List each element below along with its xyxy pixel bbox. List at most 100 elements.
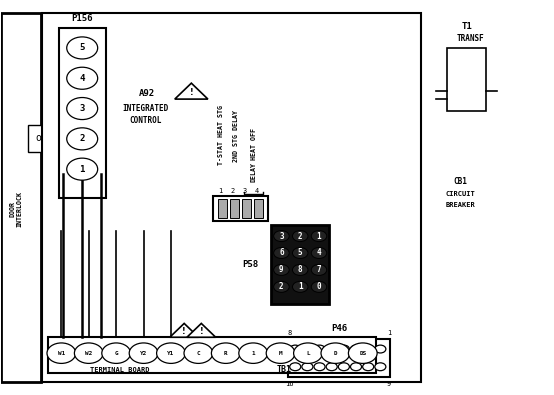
Circle shape bbox=[326, 363, 337, 371]
Text: C: C bbox=[197, 351, 200, 356]
Circle shape bbox=[66, 67, 98, 89]
Text: INTEGRATED: INTEGRATED bbox=[122, 104, 168, 113]
Text: o: o bbox=[35, 134, 41, 143]
Circle shape bbox=[311, 281, 327, 292]
Text: DOOR
INTERLOCK: DOOR INTERLOCK bbox=[9, 191, 22, 227]
Circle shape bbox=[66, 37, 98, 59]
Text: 2: 2 bbox=[230, 188, 234, 194]
Circle shape bbox=[326, 345, 337, 353]
Text: P58: P58 bbox=[243, 260, 259, 269]
Circle shape bbox=[239, 343, 268, 363]
Circle shape bbox=[66, 158, 98, 180]
Circle shape bbox=[311, 264, 327, 275]
Circle shape bbox=[274, 248, 289, 258]
Text: 0: 0 bbox=[317, 282, 321, 292]
Text: 6: 6 bbox=[279, 248, 284, 258]
Bar bbox=[230, 199, 239, 218]
Circle shape bbox=[314, 363, 325, 371]
Text: DELAY: DELAY bbox=[251, 162, 257, 182]
Text: 9: 9 bbox=[279, 265, 284, 275]
Text: L: L bbox=[306, 351, 310, 356]
Text: HEAT OFF: HEAT OFF bbox=[251, 128, 257, 160]
Text: W1: W1 bbox=[58, 351, 65, 356]
Circle shape bbox=[314, 345, 325, 353]
Circle shape bbox=[311, 248, 327, 258]
Text: 5: 5 bbox=[80, 43, 85, 53]
Circle shape bbox=[102, 343, 131, 363]
Text: P46: P46 bbox=[331, 324, 347, 333]
Circle shape bbox=[294, 343, 322, 363]
Text: TB1: TB1 bbox=[277, 365, 292, 374]
Text: 3: 3 bbox=[80, 104, 85, 113]
Text: 2: 2 bbox=[298, 231, 302, 241]
Circle shape bbox=[311, 231, 327, 242]
Text: DS: DS bbox=[359, 351, 366, 356]
Text: 7: 7 bbox=[317, 265, 321, 275]
Bar bbox=[59, 28, 106, 198]
Text: 1: 1 bbox=[218, 188, 222, 194]
Bar bbox=[1, 13, 41, 382]
Circle shape bbox=[348, 343, 377, 363]
Text: CIRCUIT: CIRCUIT bbox=[445, 190, 475, 197]
Text: 3: 3 bbox=[242, 188, 247, 194]
Text: BREAKER: BREAKER bbox=[445, 201, 475, 208]
Text: Y2: Y2 bbox=[140, 351, 147, 356]
Text: 1: 1 bbox=[317, 231, 321, 241]
Bar bbox=[254, 199, 263, 218]
Text: 8: 8 bbox=[298, 265, 302, 275]
Bar bbox=[242, 199, 251, 218]
Bar bbox=[447, 48, 486, 111]
Text: 1: 1 bbox=[80, 165, 85, 174]
Text: 1: 1 bbox=[298, 282, 302, 292]
Circle shape bbox=[351, 345, 362, 353]
Circle shape bbox=[274, 264, 289, 275]
Text: D: D bbox=[334, 351, 337, 356]
Text: 1: 1 bbox=[387, 330, 391, 336]
Bar bbox=[42, 13, 420, 382]
Text: 4: 4 bbox=[317, 248, 321, 258]
Circle shape bbox=[363, 363, 374, 371]
Circle shape bbox=[66, 98, 98, 120]
Text: CONTROL: CONTROL bbox=[129, 116, 162, 125]
Text: 8: 8 bbox=[287, 330, 291, 336]
Bar bbox=[288, 339, 390, 376]
Circle shape bbox=[302, 363, 313, 371]
Circle shape bbox=[212, 343, 240, 363]
Text: P156: P156 bbox=[71, 14, 93, 23]
Bar bbox=[271, 225, 330, 304]
Text: 3: 3 bbox=[279, 231, 284, 241]
Circle shape bbox=[274, 231, 289, 242]
Text: !: ! bbox=[182, 327, 186, 336]
Text: T-STAT HEAT STG: T-STAT HEAT STG bbox=[218, 105, 224, 165]
Circle shape bbox=[293, 231, 308, 242]
Text: 9: 9 bbox=[387, 381, 391, 387]
Bar bbox=[48, 337, 377, 372]
Text: R: R bbox=[224, 351, 228, 356]
Circle shape bbox=[338, 363, 350, 371]
Text: 16: 16 bbox=[285, 381, 294, 387]
Text: M: M bbox=[279, 351, 283, 356]
Circle shape bbox=[375, 363, 386, 371]
Circle shape bbox=[157, 343, 186, 363]
Circle shape bbox=[274, 281, 289, 292]
Text: 4: 4 bbox=[254, 188, 259, 194]
Text: TERMINAL BOARD: TERMINAL BOARD bbox=[90, 367, 150, 372]
Circle shape bbox=[290, 363, 301, 371]
Circle shape bbox=[293, 264, 308, 275]
Bar bbox=[218, 199, 227, 218]
Circle shape bbox=[338, 345, 350, 353]
Text: TRANSF: TRANSF bbox=[456, 34, 484, 43]
Bar bbox=[28, 125, 48, 152]
Text: G: G bbox=[114, 351, 118, 356]
Text: CB1: CB1 bbox=[454, 177, 468, 186]
Text: 5: 5 bbox=[298, 248, 302, 258]
Text: A92: A92 bbox=[139, 89, 155, 98]
Polygon shape bbox=[175, 83, 208, 99]
Text: 2ND STG DELAY: 2ND STG DELAY bbox=[233, 111, 239, 162]
Text: 1: 1 bbox=[252, 351, 255, 356]
Text: 2: 2 bbox=[80, 134, 85, 143]
Text: 4: 4 bbox=[80, 74, 85, 83]
Circle shape bbox=[363, 345, 374, 353]
Circle shape bbox=[74, 343, 103, 363]
Circle shape bbox=[47, 343, 76, 363]
